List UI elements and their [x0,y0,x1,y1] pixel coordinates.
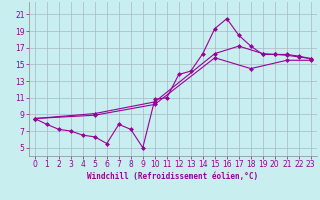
X-axis label: Windchill (Refroidissement éolien,°C): Windchill (Refroidissement éolien,°C) [87,172,258,181]
